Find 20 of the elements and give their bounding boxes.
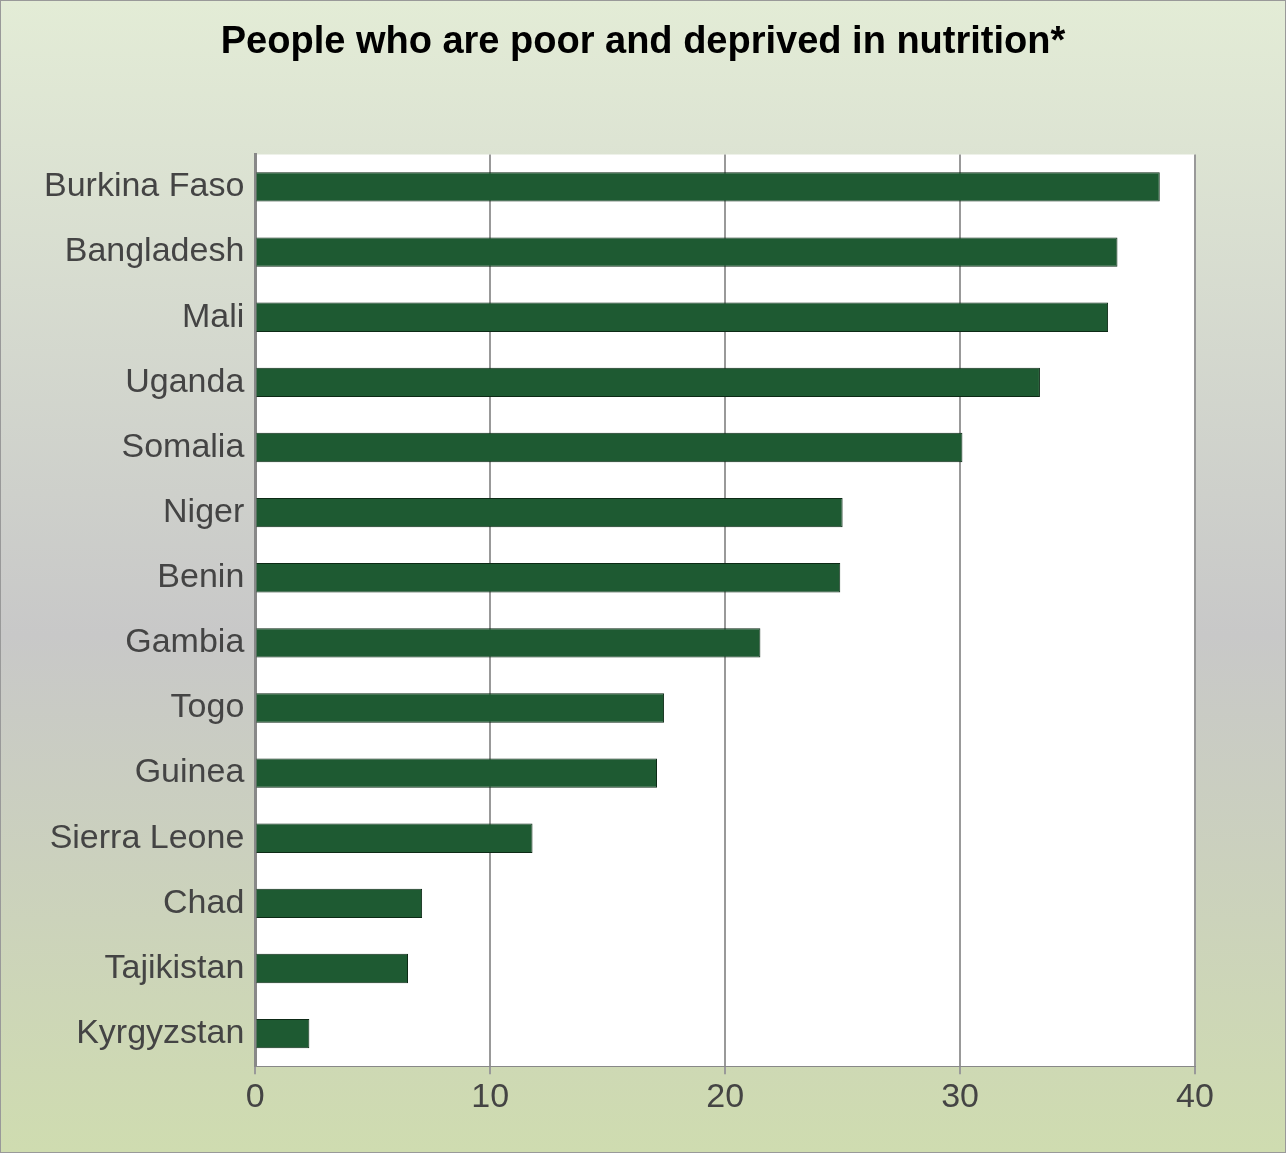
y-tick-label: Niger: [163, 490, 245, 529]
y-tick-label: Togo: [170, 686, 245, 725]
x-tick-label: 0: [245, 1075, 265, 1114]
y-tick-label: Benin: [157, 556, 245, 595]
y-tick-label: Tajikistan: [104, 946, 245, 985]
y-tick-label: Uganda: [125, 360, 245, 399]
y-tick-label: Gambia: [125, 621, 245, 660]
y-tick-label: Burkina Faso: [43, 165, 245, 204]
y-tick-label: Somalia: [121, 425, 245, 464]
x-tick-label: 10: [471, 1075, 510, 1114]
y-tick-label: Chad: [163, 881, 245, 920]
y-tick-label: Kyrgyzstan: [76, 1012, 245, 1051]
x-tick-label: 30: [941, 1075, 979, 1114]
chart-title: People who are poor and deprived in nutrition*: [219, 19, 1067, 62]
y-tick-label: Guinea: [134, 751, 245, 790]
y-tick-label: Sierra Leone: [49, 816, 245, 855]
x-tick-label: 40: [1176, 1075, 1214, 1114]
x-tick-label: 20: [706, 1075, 745, 1114]
y-tick-label: Mali: [181, 295, 245, 334]
y-tick-label: Bangladesh: [64, 230, 245, 269]
